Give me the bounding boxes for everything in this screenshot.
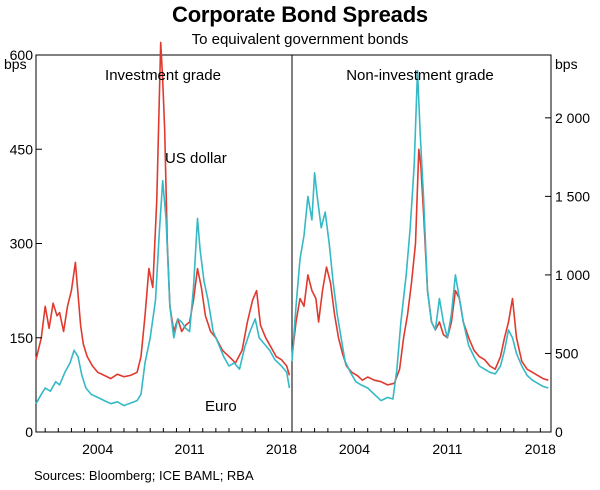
y-tick-label-left: 450 [10,141,34,157]
x-tick-label: 2018 [266,441,297,457]
x-tick-label: 2004 [339,441,370,457]
y-tick-label-left: 0 [25,424,33,440]
panel-title-non-investment-grade: Non-investment grade [346,67,494,84]
non-investment-grade-euro-line [291,69,549,402]
investment-grade-us-dollar-line [35,41,291,380]
annotation-us-dollar: US dollar [165,150,227,167]
y-tick-label-right: 1 500 [555,188,590,204]
chart-subtitle: To equivalent government bonds [191,31,409,48]
plot-border [35,54,552,433]
annotation-euro: Euro [205,398,237,415]
left-axis-unit-label: bps [4,56,27,72]
y-tick-label-right: 2 000 [555,110,590,126]
x-tick-label: 2011 [432,441,462,457]
source-note: Sources: Bloomberg; ICE BAML; RBA [34,468,254,483]
y-tick-label-right: 1 000 [555,267,590,283]
x-tick-label: 2018 [525,441,556,457]
x-tick-label: 2004 [82,441,113,457]
y-tick-label-right: 500 [555,345,579,361]
x-tick-label: 2011 [175,441,205,457]
non-investment-grade-us-dollar-line [291,148,549,386]
right-axis-unit-label: bps [555,56,578,72]
y-tick-label-right: 0 [555,424,563,440]
chart-frame [35,54,552,433]
y-tick-label-left: 300 [10,236,34,252]
y-tick-label-left: 150 [10,330,34,346]
panel-title-investment-grade: Investment grade [105,67,221,84]
investment-grade-euro-line [35,179,291,407]
chart-title: Corporate Bond Spreads [172,2,428,27]
series-lines [35,41,549,407]
y-tick-label-left: 600 [10,47,34,63]
